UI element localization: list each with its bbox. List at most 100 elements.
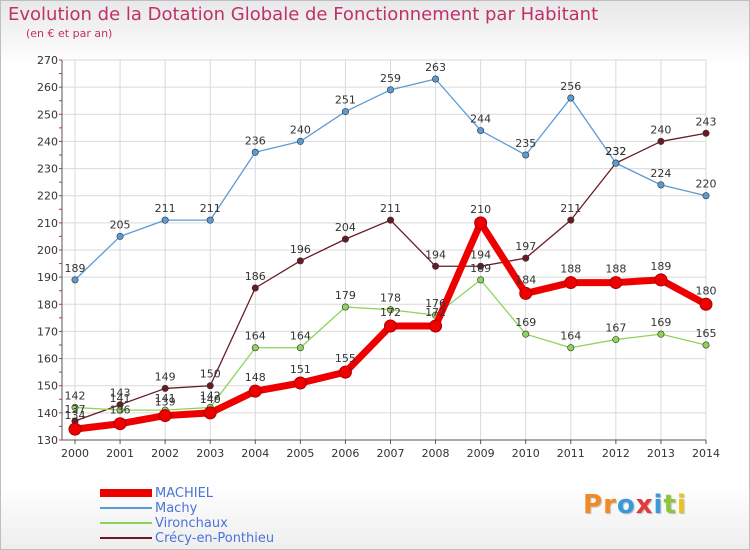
x-tick-label: 2009	[467, 447, 495, 460]
legend-item: Machy	[100, 501, 400, 516]
data-point	[567, 216, 575, 224]
data-point	[477, 262, 485, 270]
logo-letter: P	[583, 490, 604, 520]
data-label: 141	[155, 392, 176, 405]
data-label: 179	[335, 289, 356, 302]
data-label: 240	[290, 123, 311, 136]
x-tick-label: 2007	[377, 447, 405, 460]
y-tick-label: 170	[37, 325, 58, 338]
data-label: 140	[200, 393, 221, 406]
data-label: 143	[110, 387, 131, 400]
data-point	[341, 108, 349, 116]
data-point	[702, 129, 710, 137]
x-tick-label: 2001	[106, 447, 134, 460]
data-point	[432, 262, 440, 270]
data-point	[699, 297, 713, 311]
y-tick-label: 190	[37, 271, 58, 284]
data-point	[519, 286, 533, 300]
data-point	[158, 409, 172, 423]
data-label: 164	[290, 330, 311, 343]
data-point	[251, 148, 259, 156]
y-tick-label: 140	[37, 407, 58, 420]
data-point	[702, 341, 710, 349]
data-point	[203, 406, 217, 420]
x-tick-label: 2014	[692, 447, 720, 460]
data-label: 172	[380, 306, 401, 319]
data-label: 240	[650, 123, 671, 136]
data-point	[654, 273, 668, 287]
x-tick-label: 2006	[331, 447, 359, 460]
data-point	[161, 216, 169, 224]
data-label: 251	[335, 94, 356, 107]
legend-item: Vironchaux	[100, 516, 400, 531]
data-label: 186	[245, 270, 266, 283]
data-point	[432, 75, 440, 83]
data-point	[564, 276, 578, 290]
data-point	[341, 235, 349, 243]
data-labels: 137 143 149 150 186 196 204 211 194 194 197 211 232 2…	[65, 61, 717, 422]
logo-letter: t	[663, 490, 677, 520]
data-point	[296, 137, 304, 145]
y-tick-label: 260	[37, 81, 58, 94]
data-label: 235	[515, 137, 536, 150]
data-point	[161, 384, 169, 392]
data-point	[116, 232, 124, 240]
data-point	[384, 319, 397, 333]
data-label: 236	[245, 134, 266, 147]
data-label: 134	[65, 409, 86, 422]
data-point	[386, 86, 394, 94]
data-point	[612, 336, 620, 344]
data-label: 189	[650, 260, 671, 273]
data-label: 148	[245, 371, 266, 384]
data-point	[341, 303, 349, 311]
data-label: 167	[605, 322, 626, 335]
data-label: 165	[696, 327, 717, 340]
data-label: 256	[560, 80, 581, 93]
data-label: 194	[470, 248, 491, 261]
data-label: 188	[605, 263, 626, 276]
legend-swatch	[100, 507, 152, 509]
data-label: 164	[245, 330, 266, 343]
data-label: 184	[515, 273, 536, 286]
data-label: 211	[560, 202, 581, 215]
data-label: 211	[200, 202, 221, 215]
legend-label: Vironchaux	[155, 516, 228, 531]
data-point	[248, 384, 262, 398]
data-label: 151	[290, 363, 311, 376]
data-point	[522, 151, 530, 159]
legend-swatch	[100, 522, 152, 524]
data-label: 139	[155, 396, 176, 409]
logo-letter: i	[653, 490, 664, 520]
x-tick-label: 2008	[422, 447, 450, 460]
data-point	[71, 276, 79, 284]
data-label: 220	[696, 178, 717, 191]
data-label: 232	[605, 145, 626, 158]
legend-label: MACHIEL	[155, 486, 214, 501]
data-label: 194	[425, 248, 446, 261]
data-label: 142	[65, 389, 86, 402]
data-point	[113, 417, 127, 431]
data-label: 176	[425, 297, 446, 310]
data-label: 178	[380, 292, 401, 305]
data-label: 210	[470, 203, 491, 216]
data-point	[68, 422, 82, 436]
data-label: 205	[110, 218, 131, 231]
data-point	[522, 254, 530, 262]
y-tick-label: 160	[37, 353, 58, 366]
data-label: 224	[650, 167, 671, 180]
data-point	[477, 127, 485, 135]
logo-letter: r	[603, 490, 617, 520]
axes: 130 140 150 160 170 180 190 200 210 220 230 240 250 2…	[37, 54, 720, 460]
data-label: 244	[470, 113, 491, 126]
data-point	[293, 376, 307, 390]
data-point	[386, 216, 394, 224]
legend-swatch	[100, 537, 152, 539]
data-point	[206, 382, 214, 390]
data-point	[296, 257, 304, 265]
data-label: 180	[696, 284, 717, 297]
x-tick-label: 2012	[602, 447, 630, 460]
y-tick-label: 240	[37, 135, 58, 148]
data-point	[567, 94, 575, 102]
data-label: 169	[650, 316, 671, 329]
